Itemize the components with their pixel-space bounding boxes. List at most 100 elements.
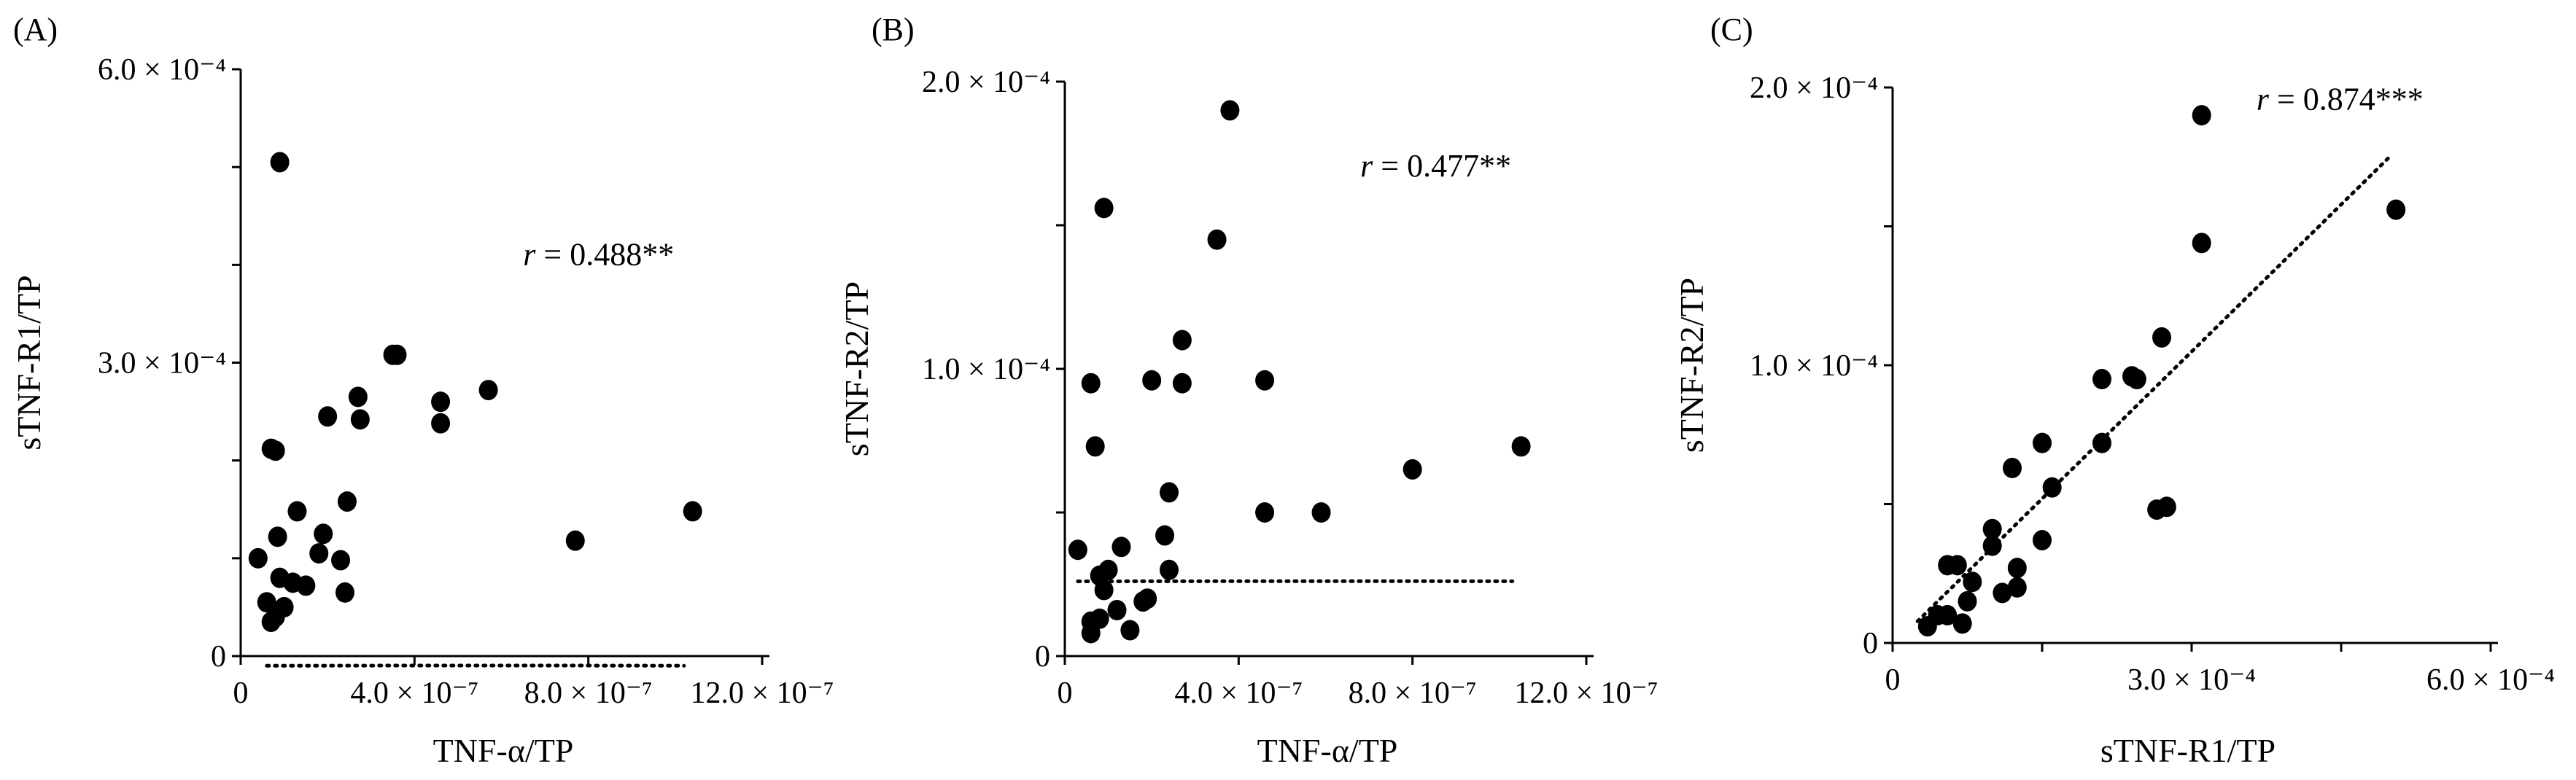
x-tick-label: 0 [1058,676,1073,710]
data-point [1172,373,1192,394]
data-point [314,523,333,545]
r-symbol: r [523,236,536,272]
chart-panel-2: (B) 0 1.0 × 10⁻⁴ 2.0 × 10⁻⁴ 0 4.0 × 10⁻⁷ 8.0 ×… [838,12,1659,769]
data-point [257,592,276,613]
data-point [309,543,329,564]
x-tick-label: 8.0 × 10⁻⁷ [1349,676,1477,710]
data-point [1947,555,1967,576]
data-point [431,413,451,434]
panel-label: (B) [872,12,915,47]
data-point [2092,369,2111,390]
data-point [331,550,351,571]
data-point [1098,559,1118,580]
data-point [348,386,368,407]
data-point [1160,482,1179,503]
data-point [1917,616,1937,637]
x-tick-label: 12.0 × 10⁻⁷ [1515,676,1659,710]
data-point [1982,535,2002,556]
r-value: = 0.477** [1373,148,1511,184]
data-point [1952,613,1972,634]
data-point [2007,577,2027,598]
data-point [1155,525,1175,546]
data-point [2152,327,2171,348]
data-point [296,575,316,596]
data-point [337,491,357,512]
correlation-annotation: r = 0.874*** [2257,81,2424,117]
data-point [1094,580,1114,601]
data-point [350,409,370,430]
chart-panel-1: (A) 0 3.0 × 10⁻⁴ 6.0 × 10⁻⁴ 0 4.0 × 10⁻⁷ 8.0 ×… [10,12,834,769]
data-point [2007,558,2027,579]
y-tick-label: 6.0 × 10⁻⁴ [98,53,226,87]
r-symbol: r [1360,148,1373,184]
data-point [1255,370,1275,391]
data-point [1081,623,1101,644]
data-point [387,344,407,365]
x-tick-label: 8.0 × 10⁻⁷ [524,676,653,710]
data-point [2127,369,2146,390]
data-point [1255,502,1275,523]
data-point [318,406,338,427]
data-point [1085,436,1105,457]
data-point [1993,582,2012,604]
correlation-annotation: r = 0.477** [1360,148,1511,184]
data-point [478,380,498,401]
data-point [274,596,294,617]
data-point [2003,457,2022,478]
data-point [1982,518,2002,539]
y-axis-title: sTNF-R1/TP [10,275,47,450]
x-tick-label: 12.0 × 10⁻⁷ [691,676,834,710]
x-tick-label: 3.0 × 10⁻⁴ [2127,663,2256,697]
chart-panel-3: (C) 0 1.0 × 10⁻⁴ 2.0 × 10⁻⁴ 0 3.0 × 10⁻⁴ 6.0 ×… [1673,12,2555,769]
y-axis-title: sTNF-R2/TP [1673,278,1710,453]
x-tick-label: 0 [1885,663,1901,697]
y-tick-label: 3.0 × 10⁻⁴ [98,347,226,381]
data-point [1958,590,1977,612]
x-tick-label: 4.0 × 10⁻⁷ [1174,676,1303,710]
y-tick-label: 0 [1863,627,1878,660]
correlation-annotation: r = 0.488** [523,236,674,272]
data-point [2192,105,2211,126]
data-point [2386,199,2406,220]
data-point [265,440,285,461]
data-point [1112,537,1131,558]
y-tick-label: 1.0 × 10⁻⁴ [922,353,1050,386]
data-point [1938,604,1958,625]
data-point [270,152,290,173]
panel-label: (C) [1710,12,1753,47]
data-point [248,547,268,569]
x-tick-label: 6.0 × 10⁻⁴ [2426,663,2555,697]
data-point [1403,459,1422,480]
panel-label: (A) [13,12,58,47]
y-tick-label: 0 [211,640,226,674]
data-point [287,501,307,522]
data-point [1120,620,1140,641]
data-point [2157,496,2176,518]
y-axis-title: sTNF-R2/TP [838,281,875,456]
x-tick-label: 0 [233,676,249,710]
data-point [335,582,354,603]
r-symbol: r [2257,81,2270,117]
data-point [1511,436,1531,457]
data-point [1963,572,1982,593]
data-point [683,501,702,522]
data-point [1172,329,1192,351]
y-tick-label: 2.0 × 10⁻⁴ [922,66,1050,99]
y-tick-label: 2.0 × 10⁻⁴ [1750,71,1878,105]
data-point [1142,370,1162,391]
data-point [2092,432,2111,453]
data-point [2042,477,2062,498]
data-point [431,391,451,413]
data-point [1133,591,1153,612]
data-point [1094,198,1114,219]
data-point [2033,530,2052,551]
data-point [2033,432,2052,453]
data-point [1107,599,1127,620]
x-axis-title: TNF-α/TP [1257,732,1398,769]
x-tick-label: 4.0 × 10⁻⁷ [350,676,478,710]
y-tick-label: 0 [1035,640,1050,674]
r-value: = 0.488** [535,236,674,272]
r-value: = 0.874*** [2269,81,2424,117]
data-point [2192,233,2211,254]
